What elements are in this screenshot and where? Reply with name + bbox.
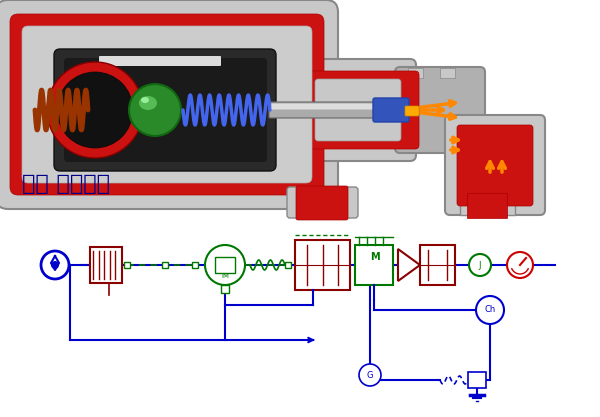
FancyBboxPatch shape: [90, 247, 122, 283]
FancyBboxPatch shape: [221, 285, 229, 293]
Circle shape: [507, 252, 533, 278]
FancyBboxPatch shape: [269, 102, 386, 118]
FancyBboxPatch shape: [215, 257, 235, 273]
FancyBboxPatch shape: [287, 187, 358, 218]
Text: Ch: Ch: [484, 306, 496, 314]
Circle shape: [476, 296, 504, 324]
Circle shape: [359, 364, 381, 386]
FancyBboxPatch shape: [192, 262, 198, 268]
Circle shape: [57, 72, 133, 148]
Text: J: J: [479, 261, 481, 269]
FancyBboxPatch shape: [296, 186, 348, 220]
FancyBboxPatch shape: [460, 195, 515, 215]
Polygon shape: [398, 249, 420, 281]
FancyBboxPatch shape: [457, 125, 533, 206]
Ellipse shape: [141, 97, 149, 103]
Circle shape: [51, 261, 59, 269]
FancyBboxPatch shape: [373, 98, 409, 122]
FancyBboxPatch shape: [315, 79, 401, 141]
FancyBboxPatch shape: [467, 193, 507, 218]
Text: IM: IM: [221, 273, 229, 279]
FancyBboxPatch shape: [99, 56, 221, 66]
FancyBboxPatch shape: [124, 262, 130, 268]
FancyBboxPatch shape: [405, 106, 419, 116]
Ellipse shape: [139, 96, 157, 110]
Text: M: M: [370, 252, 380, 262]
Text: 유량 조절밸브: 유량 조절밸브: [22, 174, 110, 194]
FancyBboxPatch shape: [408, 68, 423, 78]
FancyBboxPatch shape: [22, 26, 312, 183]
FancyBboxPatch shape: [304, 59, 416, 161]
Text: G: G: [367, 370, 373, 379]
FancyBboxPatch shape: [296, 71, 419, 149]
FancyBboxPatch shape: [271, 103, 383, 110]
FancyBboxPatch shape: [445, 115, 545, 215]
FancyBboxPatch shape: [162, 262, 168, 268]
Circle shape: [47, 62, 143, 158]
FancyBboxPatch shape: [10, 14, 324, 195]
FancyBboxPatch shape: [64, 58, 267, 162]
Circle shape: [205, 245, 245, 285]
FancyBboxPatch shape: [355, 245, 393, 285]
Circle shape: [129, 84, 181, 136]
FancyBboxPatch shape: [54, 49, 276, 171]
Circle shape: [41, 251, 69, 279]
FancyBboxPatch shape: [295, 240, 350, 290]
FancyBboxPatch shape: [395, 67, 485, 153]
FancyBboxPatch shape: [440, 68, 455, 78]
FancyBboxPatch shape: [420, 245, 455, 285]
Circle shape: [469, 254, 491, 276]
FancyBboxPatch shape: [285, 262, 291, 268]
FancyBboxPatch shape: [468, 372, 486, 388]
FancyBboxPatch shape: [0, 0, 338, 209]
